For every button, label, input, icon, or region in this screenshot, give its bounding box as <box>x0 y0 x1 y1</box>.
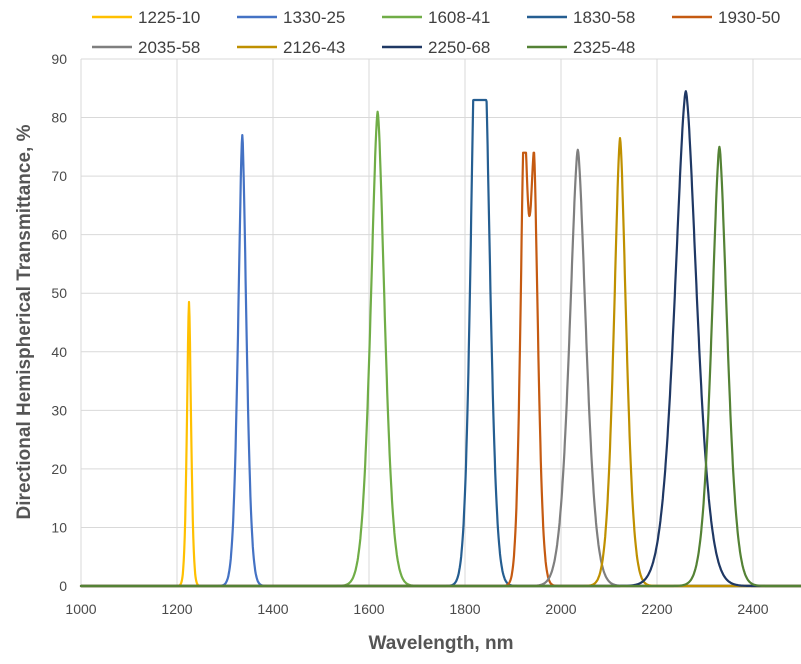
legend-item-2325-48: 2325-48 <box>527 38 635 57</box>
y-tick-label: 0 <box>59 578 67 594</box>
x-tick-label: 2000 <box>545 601 576 617</box>
y-tick-label: 60 <box>51 227 67 243</box>
y-tick-label: 90 <box>51 51 67 67</box>
x-tick-label: 1400 <box>257 601 288 617</box>
x-tick-label: 2200 <box>641 601 672 617</box>
y-tick-label: 10 <box>51 519 67 535</box>
legend-item-1930-50: 1930-50 <box>672 8 780 27</box>
legend-label: 1930-50 <box>718 8 780 27</box>
y-tick-label: 40 <box>51 344 67 360</box>
legend-item-1830-58: 1830-58 <box>527 8 635 27</box>
legend-item-2035-58: 2035-58 <box>92 38 200 57</box>
y-tick-label: 20 <box>51 461 67 477</box>
legend-item-2250-68: 2250-68 <box>382 38 490 57</box>
series-line-2325-48 <box>79 145 801 588</box>
legend: 1225-10 1330-25 1608-41 1830-58 1930-50 2035-… <box>92 8 780 57</box>
x-tick-label: 2400 <box>737 601 768 617</box>
x-tick-label: 1200 <box>161 601 192 617</box>
legend-item-1608-41: 1608-41 <box>382 8 490 27</box>
x-tick-label: 1800 <box>449 601 480 617</box>
legend-label: 1608-41 <box>428 8 490 27</box>
series-layer <box>79 90 801 588</box>
legend-item-1225-10: 1225-10 <box>92 8 200 27</box>
legend-label: 2325-48 <box>573 38 635 57</box>
series-line-1225-10 <box>79 300 801 588</box>
legend-label: 1330-25 <box>283 8 345 27</box>
legend-label: 2126-43 <box>283 38 345 57</box>
legend-item-1330-25: 1330-25 <box>237 8 345 27</box>
legend-item-2126-43: 2126-43 <box>237 38 345 57</box>
tick-labels: 0 10 20 30 40 50 60 70 80 90 1000 1200 1400 1600 1800 2… <box>51 51 768 617</box>
y-tick-label: 30 <box>51 402 67 418</box>
x-axis-title: Wavelength, nm <box>369 633 514 654</box>
y-tick-label: 50 <box>51 285 67 301</box>
x-tick-label: 1600 <box>353 601 384 617</box>
legend-label: 1225-10 <box>138 8 200 27</box>
legend-label: 2250-68 <box>428 38 490 57</box>
x-tick-label: 1000 <box>65 601 96 617</box>
y-tick-label: 70 <box>51 168 67 184</box>
legend-label: 2035-58 <box>138 38 200 57</box>
y-axis-title: Directional Hemispherical Transmittance,… <box>14 124 35 519</box>
grid-layer <box>80 58 801 587</box>
legend-label: 1830-58 <box>573 8 635 27</box>
y-tick-label: 80 <box>51 110 67 126</box>
